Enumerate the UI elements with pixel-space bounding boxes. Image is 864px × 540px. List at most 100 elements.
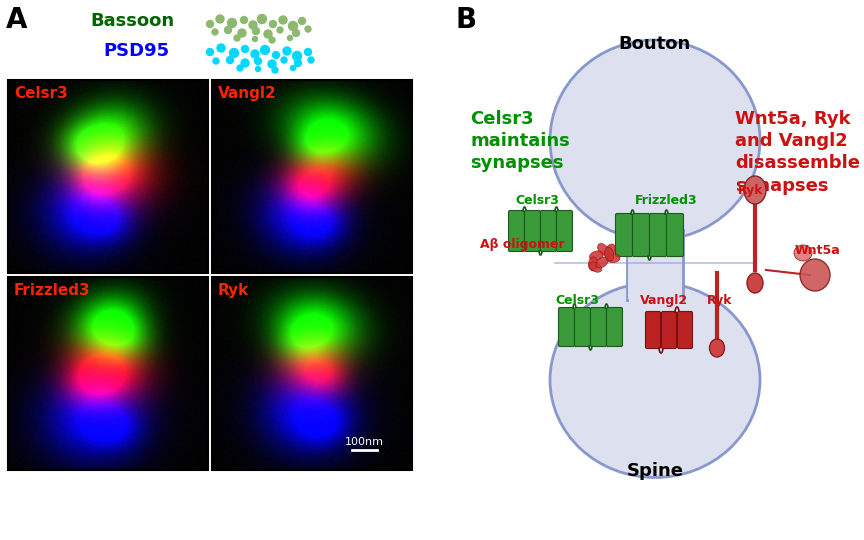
Text: Celsr3: Celsr3	[555, 294, 599, 307]
Circle shape	[270, 21, 276, 28]
FancyBboxPatch shape	[556, 211, 573, 252]
Ellipse shape	[595, 257, 608, 268]
Text: Celsr3
maintains
synapses: Celsr3 maintains synapses	[470, 110, 569, 172]
Circle shape	[256, 66, 261, 71]
Text: PSD95: PSD95	[103, 42, 169, 60]
Circle shape	[272, 67, 278, 73]
Text: Frizzled3: Frizzled3	[635, 194, 697, 207]
Ellipse shape	[598, 244, 609, 255]
Text: Wnt5a: Wnt5a	[795, 244, 841, 257]
Ellipse shape	[606, 253, 620, 262]
Circle shape	[277, 27, 283, 33]
Bar	[212, 277, 412, 470]
FancyBboxPatch shape	[662, 312, 677, 348]
Bar	[8, 277, 208, 470]
Circle shape	[226, 57, 233, 64]
Circle shape	[279, 16, 287, 24]
Text: Celsr3: Celsr3	[515, 194, 559, 207]
Text: Bouton: Bouton	[619, 35, 691, 53]
Text: Wnt5a, Ryk
and Vangl2
disassemble
synapses: Wnt5a, Ryk and Vangl2 disassemble synaps…	[735, 110, 860, 194]
FancyBboxPatch shape	[607, 307, 622, 347]
Circle shape	[242, 45, 249, 52]
Circle shape	[217, 44, 225, 52]
Ellipse shape	[709, 339, 725, 357]
FancyBboxPatch shape	[575, 307, 590, 347]
FancyBboxPatch shape	[590, 307, 607, 347]
Circle shape	[264, 30, 272, 38]
FancyBboxPatch shape	[558, 307, 575, 347]
Text: Aβ oligomer: Aβ oligomer	[480, 238, 565, 251]
FancyBboxPatch shape	[677, 312, 693, 348]
Bar	[212, 80, 412, 273]
Text: Spine: Spine	[626, 462, 683, 480]
Ellipse shape	[550, 40, 760, 240]
Circle shape	[212, 29, 218, 35]
Circle shape	[289, 22, 297, 30]
Bar	[8, 80, 208, 273]
FancyBboxPatch shape	[541, 211, 556, 252]
FancyBboxPatch shape	[650, 213, 666, 256]
Ellipse shape	[550, 282, 760, 477]
Circle shape	[249, 21, 257, 29]
Text: 100nm: 100nm	[345, 437, 384, 447]
Circle shape	[230, 49, 238, 57]
Circle shape	[257, 15, 266, 24]
Ellipse shape	[605, 247, 613, 261]
Circle shape	[255, 57, 262, 64]
Circle shape	[288, 36, 293, 40]
Ellipse shape	[744, 176, 766, 204]
Circle shape	[237, 65, 243, 71]
Circle shape	[206, 21, 213, 28]
Polygon shape	[628, 231, 682, 299]
Circle shape	[206, 49, 213, 56]
Circle shape	[293, 51, 302, 60]
Text: Ryk: Ryk	[707, 294, 733, 307]
Circle shape	[308, 57, 314, 63]
Circle shape	[268, 60, 276, 68]
Text: Frizzled3: Frizzled3	[14, 283, 91, 298]
Text: A: A	[6, 6, 28, 34]
Text: Ryk: Ryk	[218, 283, 249, 298]
Circle shape	[252, 37, 257, 42]
Circle shape	[290, 65, 295, 71]
Circle shape	[240, 17, 247, 24]
Ellipse shape	[588, 257, 598, 271]
Circle shape	[251, 50, 259, 58]
Polygon shape	[627, 230, 683, 300]
Circle shape	[225, 26, 232, 33]
Circle shape	[298, 17, 306, 24]
Circle shape	[281, 57, 287, 63]
Circle shape	[216, 15, 224, 23]
Circle shape	[213, 58, 219, 64]
Circle shape	[241, 59, 249, 67]
Circle shape	[234, 35, 240, 41]
Circle shape	[295, 59, 302, 66]
Circle shape	[227, 18, 237, 28]
FancyBboxPatch shape	[645, 312, 660, 348]
Circle shape	[283, 47, 291, 55]
Ellipse shape	[589, 262, 602, 272]
FancyBboxPatch shape	[666, 213, 683, 256]
Text: Vangl2: Vangl2	[218, 86, 276, 101]
Text: Celsr3: Celsr3	[14, 86, 67, 101]
Circle shape	[293, 30, 300, 37]
Circle shape	[261, 45, 270, 55]
FancyBboxPatch shape	[632, 213, 650, 256]
Ellipse shape	[747, 273, 763, 293]
Circle shape	[305, 26, 311, 32]
Ellipse shape	[794, 245, 812, 261]
FancyBboxPatch shape	[509, 211, 524, 252]
Circle shape	[252, 28, 259, 35]
Ellipse shape	[800, 259, 830, 291]
Text: Bassoon: Bassoon	[90, 12, 175, 30]
Text: Vangl2: Vangl2	[640, 294, 688, 307]
Circle shape	[304, 49, 312, 56]
Circle shape	[269, 37, 275, 43]
Ellipse shape	[605, 244, 615, 257]
FancyBboxPatch shape	[615, 213, 632, 256]
FancyBboxPatch shape	[524, 211, 541, 252]
Text: Ryk: Ryk	[738, 184, 764, 197]
Circle shape	[272, 51, 279, 58]
Circle shape	[238, 29, 246, 37]
Text: B: B	[455, 6, 476, 34]
